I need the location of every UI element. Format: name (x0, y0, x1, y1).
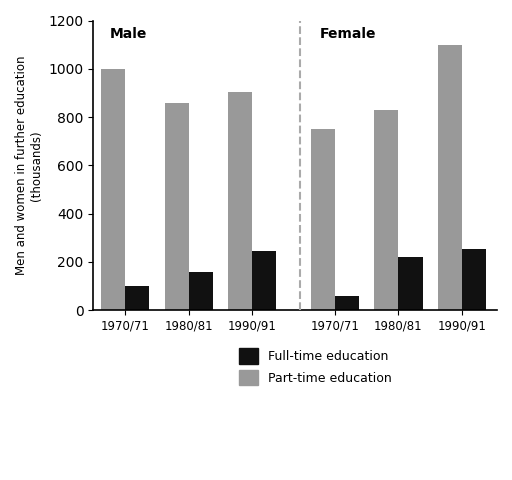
Bar (101, 69, 125, 310)
Legend: Full-time education, Part-time education: Full-time education, Part-time education (239, 348, 392, 385)
Bar (335, 296, 359, 310)
Bar (189, 272, 213, 310)
Bar (125, 286, 150, 310)
Bar (374, 110, 398, 310)
Bar (164, 103, 189, 310)
Bar (398, 257, 422, 310)
Text: Female: Female (319, 26, 376, 40)
Text: Male: Male (110, 26, 147, 40)
Bar (228, 92, 252, 310)
Bar (462, 249, 486, 310)
Bar (252, 251, 276, 310)
Bar (438, 45, 462, 310)
Y-axis label: Men and women in further education
(thousands): Men and women in further education (thou… (15, 56, 43, 275)
Bar (311, 129, 335, 310)
